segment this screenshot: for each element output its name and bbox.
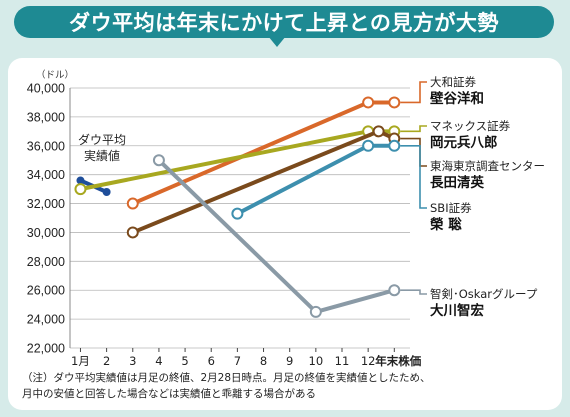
title-banner: ダウ平均は年末にかけて上昇との見方が大勢 (14, 6, 554, 38)
legend-company-1: 大和証券 (430, 75, 476, 89)
x-tick-label: 9 (286, 354, 293, 368)
dow-actual-label-line-2: 実績値 (84, 148, 120, 163)
series-point-4-2 (388, 139, 401, 152)
x-tick-label: 10 (309, 354, 324, 368)
y-tick-label: 34,000 (27, 168, 65, 182)
footnote: （注）ダウ平均実績値は月足の終値、2月28日時点。月足の終値を実績値としたため、… (22, 370, 562, 402)
page-title: ダウ平均は年末にかけて上昇との見方が大勢 (69, 11, 499, 35)
footnote-line-1: （注）ダウ平均実績値は月足の終値、2月28日時点。月足の終値を実績値としたため、 (22, 372, 431, 384)
dow-actual-label-line-1: ダウ平均 (78, 132, 126, 147)
x-tick-label: 3 (129, 354, 136, 368)
y-tick-label: 38,000 (27, 110, 65, 124)
series-point-3-0 (126, 226, 139, 239)
y-tick-label: 28,000 (27, 255, 65, 269)
legend-connector-4 (400, 144, 427, 209)
legend-analyst-5: 大川智宏 (430, 302, 484, 319)
x-tick-label: 8 (260, 354, 267, 368)
y-tick-label: 22,000 (27, 342, 65, 356)
y-tick-label: 30,000 (27, 226, 65, 240)
legend-company-4: SBI証券 (430, 201, 472, 215)
legend-connector-5 (400, 289, 427, 295)
series-point-5-1 (309, 305, 322, 318)
x-tick-label: 12 (361, 354, 376, 368)
series-point-1-0 (126, 197, 139, 210)
series-point-0-1 (102, 188, 111, 196)
series-point-5-2 (388, 284, 401, 297)
title-banner-pointer (268, 36, 286, 47)
legend-analyst-2: 岡元兵八郎 (430, 134, 498, 151)
legend-analyst-1: 壁谷洋和 (430, 90, 484, 107)
x-tick-label: 1月 (71, 354, 90, 368)
y-tick-label: 32,000 (27, 197, 65, 211)
x-tick-label: 年末株価 (375, 354, 421, 368)
series-point-5-0 (152, 154, 165, 167)
legend-connector-2 (400, 125, 427, 133)
y-tick-label: 40,000 (27, 82, 65, 96)
legend-connector-1 (400, 81, 427, 104)
x-tick-label: 2 (103, 354, 110, 368)
y-tick-label: 36,000 (27, 139, 65, 153)
y-axis-unit: （ドル） (36, 69, 74, 81)
series-point-0-0 (76, 176, 85, 185)
legend-analyst-4: 榮 聡 (430, 216, 462, 233)
series-point-4-0 (231, 207, 244, 220)
legend-company-3: 東海東京調査センター (430, 159, 545, 173)
series-point-4-1 (362, 139, 375, 152)
y-tick-label: 26,000 (27, 284, 65, 298)
series-point-1-1 (362, 96, 375, 109)
legend-company-5: 智剣･Oskarグループ (430, 287, 538, 301)
x-tick-label: 6 (208, 354, 215, 368)
x-tick-label: 4 (155, 354, 162, 368)
series-point-1-2 (388, 96, 401, 109)
series-point-2-0 (74, 183, 87, 196)
legend-connector-3 (400, 137, 427, 167)
y-tick-label: 24,000 (27, 313, 65, 327)
legend-analyst-3: 長田清英 (430, 174, 484, 191)
series-line-5 (156, 158, 397, 314)
legend-company-2: マネックス証券 (430, 119, 511, 133)
x-tick-label: 11 (335, 354, 350, 368)
x-tick-label: 5 (181, 354, 188, 368)
footnote-line-2: 月中の安値と回答した場合などは実績値と乖離する場合がある (22, 388, 316, 400)
x-tick-label: 7 (234, 354, 241, 368)
series-point-3-1 (372, 125, 385, 138)
